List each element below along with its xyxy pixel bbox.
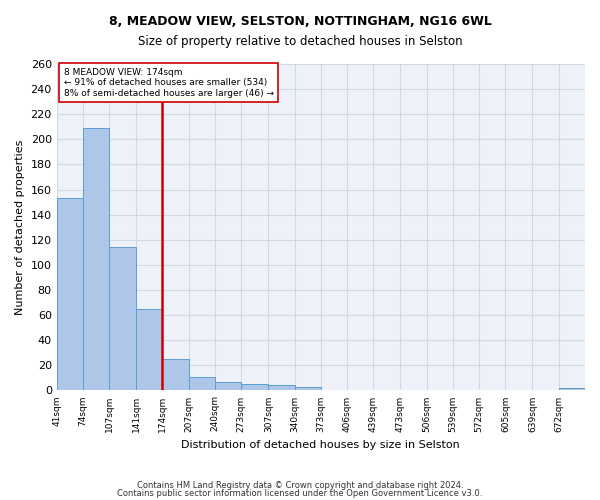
Bar [241, 384, 268, 390]
Text: Contains HM Land Registry data © Crown copyright and database right 2024.: Contains HM Land Registry data © Crown c… [137, 481, 463, 490]
Text: Size of property relative to detached houses in Selston: Size of property relative to detached ho… [137, 35, 463, 48]
Bar [109, 248, 136, 390]
Bar [189, 376, 215, 390]
Y-axis label: Number of detached properties: Number of detached properties [15, 140, 25, 315]
Bar [215, 382, 241, 390]
Text: 8, MEADOW VIEW, SELSTON, NOTTINGHAM, NG16 6WL: 8, MEADOW VIEW, SELSTON, NOTTINGHAM, NG1… [109, 15, 491, 28]
Bar [559, 388, 585, 390]
Bar [83, 128, 109, 390]
Bar [295, 386, 321, 390]
X-axis label: Distribution of detached houses by size in Selston: Distribution of detached houses by size … [181, 440, 460, 450]
Bar [163, 359, 189, 390]
Text: 8 MEADOW VIEW: 174sqm
← 91% of detached houses are smaller (534)
8% of semi-deta: 8 MEADOW VIEW: 174sqm ← 91% of detached … [64, 68, 274, 98]
Bar [268, 386, 295, 390]
Text: Contains public sector information licensed under the Open Government Licence v3: Contains public sector information licen… [118, 488, 482, 498]
Bar [136, 309, 163, 390]
Bar [56, 198, 83, 390]
